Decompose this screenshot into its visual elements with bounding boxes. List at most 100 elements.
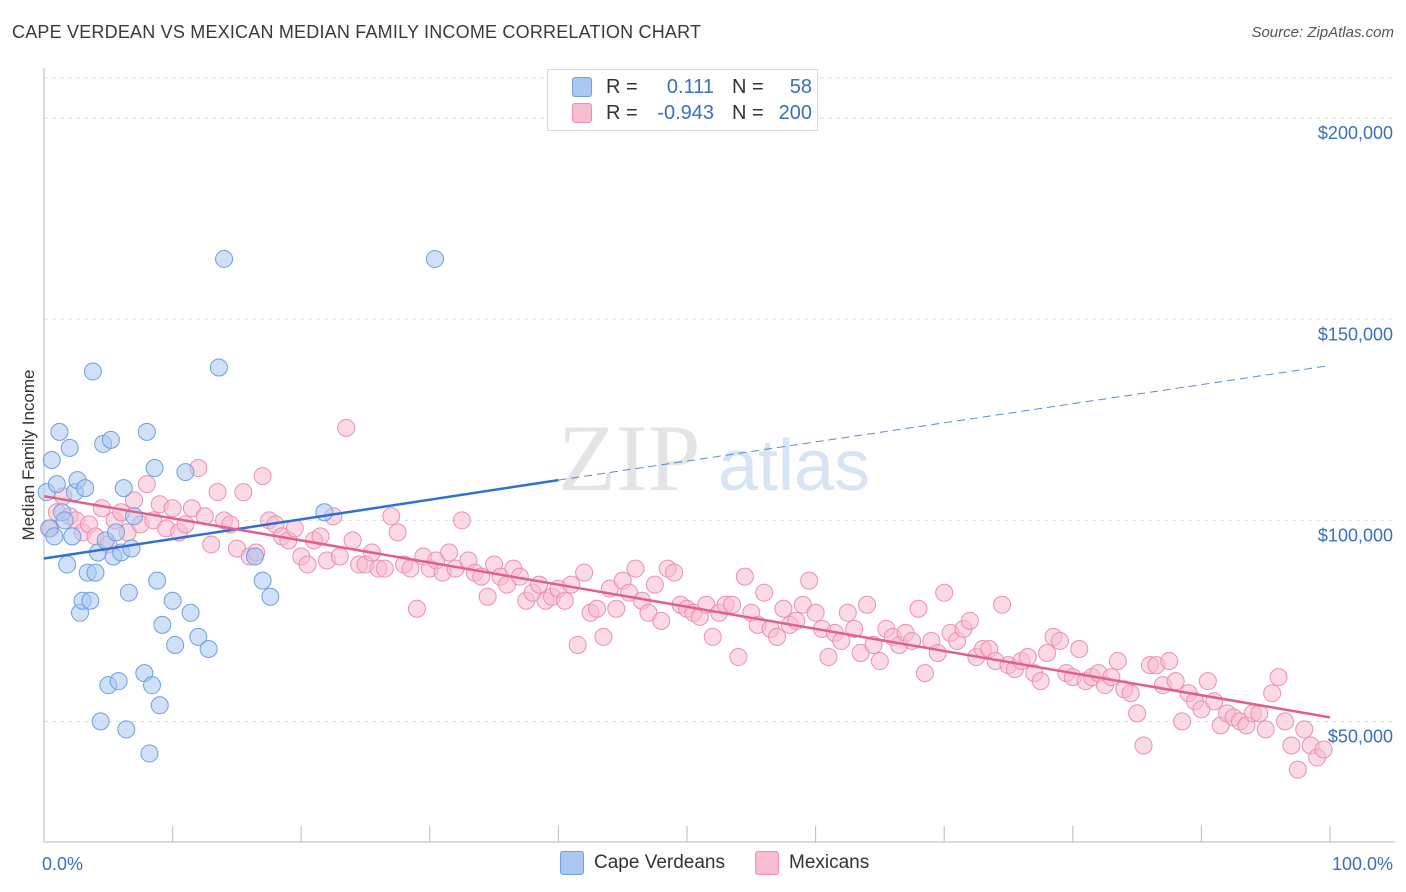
mexicans-point bbox=[382, 507, 401, 526]
cape-verdeans-point bbox=[261, 587, 280, 606]
cape-verdeans-point bbox=[42, 451, 61, 469]
mexicans-point bbox=[594, 627, 613, 646]
mexicans-point bbox=[703, 627, 722, 646]
legend-swatch-cape-verdeans bbox=[572, 77, 592, 97]
mexicans-point bbox=[1108, 652, 1127, 671]
mexicans-point bbox=[800, 571, 819, 590]
cape-verdeans-point bbox=[63, 527, 82, 546]
cape-verdeans-point bbox=[76, 479, 95, 498]
source-label: Source: ZipAtlas.com bbox=[1251, 24, 1394, 41]
mexicans-point bbox=[858, 595, 877, 614]
mexicans-point bbox=[401, 559, 420, 578]
mexicans-point bbox=[1134, 736, 1153, 755]
r-label: R = bbox=[606, 101, 638, 124]
axes bbox=[43, 68, 1395, 843]
mexicans-point bbox=[1288, 760, 1307, 779]
grid-lines bbox=[44, 77, 1395, 722]
mexicans-point bbox=[1166, 672, 1185, 691]
mexicans-point bbox=[1160, 652, 1179, 671]
mexicans-point bbox=[1173, 712, 1192, 731]
n-label: N = bbox=[732, 101, 764, 124]
mexicans-point bbox=[234, 483, 253, 502]
y-tick-label: $200,000 bbox=[1318, 123, 1393, 143]
mexicans-point bbox=[330, 547, 349, 566]
mexicans-point bbox=[568, 635, 587, 654]
cape-verdeans-trend-line bbox=[43, 478, 559, 560]
cape-verdeans-point bbox=[55, 511, 74, 530]
mexicans-point bbox=[253, 467, 272, 486]
x-tick-label: 100.0% bbox=[1332, 854, 1393, 874]
mexicans-point bbox=[1295, 720, 1314, 739]
cape-verdeans-point bbox=[189, 627, 208, 646]
mexicans-point bbox=[1018, 648, 1037, 667]
cape-verdeans-point bbox=[50, 422, 69, 441]
legend-label: Cape Verdeans bbox=[594, 852, 725, 873]
mexicans-point bbox=[639, 603, 658, 622]
mexicans-point bbox=[768, 627, 787, 646]
cape-verdeans-point bbox=[101, 430, 120, 449]
r-label: R = bbox=[606, 75, 638, 98]
mexicans-point bbox=[1128, 704, 1147, 723]
mexicans-point bbox=[407, 599, 426, 618]
mexicans-point bbox=[915, 664, 934, 683]
legend-item-mexicans[interactable]: Mexicans bbox=[755, 851, 869, 875]
cape-verdeans-point bbox=[140, 744, 159, 763]
cape-verdeans-point bbox=[245, 547, 264, 566]
mexicans-point bbox=[960, 611, 979, 630]
legend-row-cape-verdeans: R = 0.111 N = 58 bbox=[572, 74, 812, 100]
cape-verdeans-point bbox=[83, 362, 102, 381]
mexicans-point bbox=[182, 499, 201, 518]
mexicans-point bbox=[819, 648, 838, 667]
cape-verdeans-point bbox=[119, 583, 138, 602]
watermark-atlas: atlas bbox=[718, 426, 870, 506]
cape-verdeans-point bbox=[215, 249, 234, 268]
watermark-zip: ZIP bbox=[558, 405, 701, 511]
mexicans-point bbox=[665, 563, 684, 582]
cape-verdeans-point bbox=[199, 639, 218, 658]
cape-verdeans-point bbox=[91, 712, 110, 731]
mexicans-point bbox=[723, 595, 742, 614]
cape-verdeans-point bbox=[58, 555, 77, 574]
legend-swatch bbox=[755, 851, 779, 875]
mexicans-point bbox=[1314, 740, 1333, 759]
cape-verdeans-trend-extension bbox=[558, 365, 1331, 481]
mexicans-point bbox=[478, 587, 497, 606]
chart-title: CAPE VERDEAN VS MEXICAN MEDIAN FAMILY IN… bbox=[12, 22, 702, 42]
cape-verdeans-point bbox=[137, 422, 156, 441]
mexicans-point bbox=[729, 648, 748, 667]
y-tick-label: $150,000 bbox=[1318, 324, 1393, 344]
cape-verdeans-point bbox=[163, 591, 182, 610]
cape-verdeans-point bbox=[107, 523, 126, 542]
mexicans-point bbox=[652, 611, 671, 630]
mexicans-point bbox=[1031, 672, 1050, 691]
mexicans-point bbox=[337, 418, 356, 437]
cape-verdeans-point bbox=[209, 358, 228, 377]
cape-verdeans-point bbox=[47, 475, 66, 494]
stats-legend: R = 0.111 N = 58 R = -0.943 N = 200 bbox=[547, 69, 818, 131]
mexicans-point bbox=[1269, 668, 1288, 687]
mexicans-point bbox=[793, 595, 812, 614]
cape-verdeans-point bbox=[45, 527, 64, 546]
legend-row-mexicans: R = -0.943 N = 200 bbox=[572, 100, 812, 126]
legend-item-cape-verdeans[interactable]: Cape Verdeans bbox=[560, 851, 725, 875]
mexicans-point bbox=[208, 483, 227, 502]
r-value: 0.111 bbox=[666, 75, 714, 98]
cape-verdeans-point bbox=[109, 672, 128, 691]
mexicans-point bbox=[1282, 736, 1301, 755]
mexicans-point bbox=[587, 599, 606, 618]
mexicans-point bbox=[935, 583, 954, 602]
cape-verdeans-point bbox=[145, 459, 164, 478]
mexicans-point bbox=[1038, 644, 1057, 663]
cape-verdeans-point bbox=[117, 720, 136, 739]
mexicans-point bbox=[993, 595, 1012, 614]
mexicans-point bbox=[1050, 631, 1069, 650]
mexicans-point bbox=[575, 563, 594, 582]
cape-verdeans-point bbox=[253, 571, 272, 590]
y-tick-label: $50,000 bbox=[1328, 726, 1393, 746]
n-label: N = bbox=[732, 75, 764, 98]
mexicans-point bbox=[343, 531, 362, 550]
cape-verdeans-point bbox=[81, 591, 100, 610]
mexicans-point bbox=[1198, 672, 1217, 691]
mexicans-point bbox=[298, 555, 317, 574]
mexicans-point bbox=[137, 475, 156, 494]
